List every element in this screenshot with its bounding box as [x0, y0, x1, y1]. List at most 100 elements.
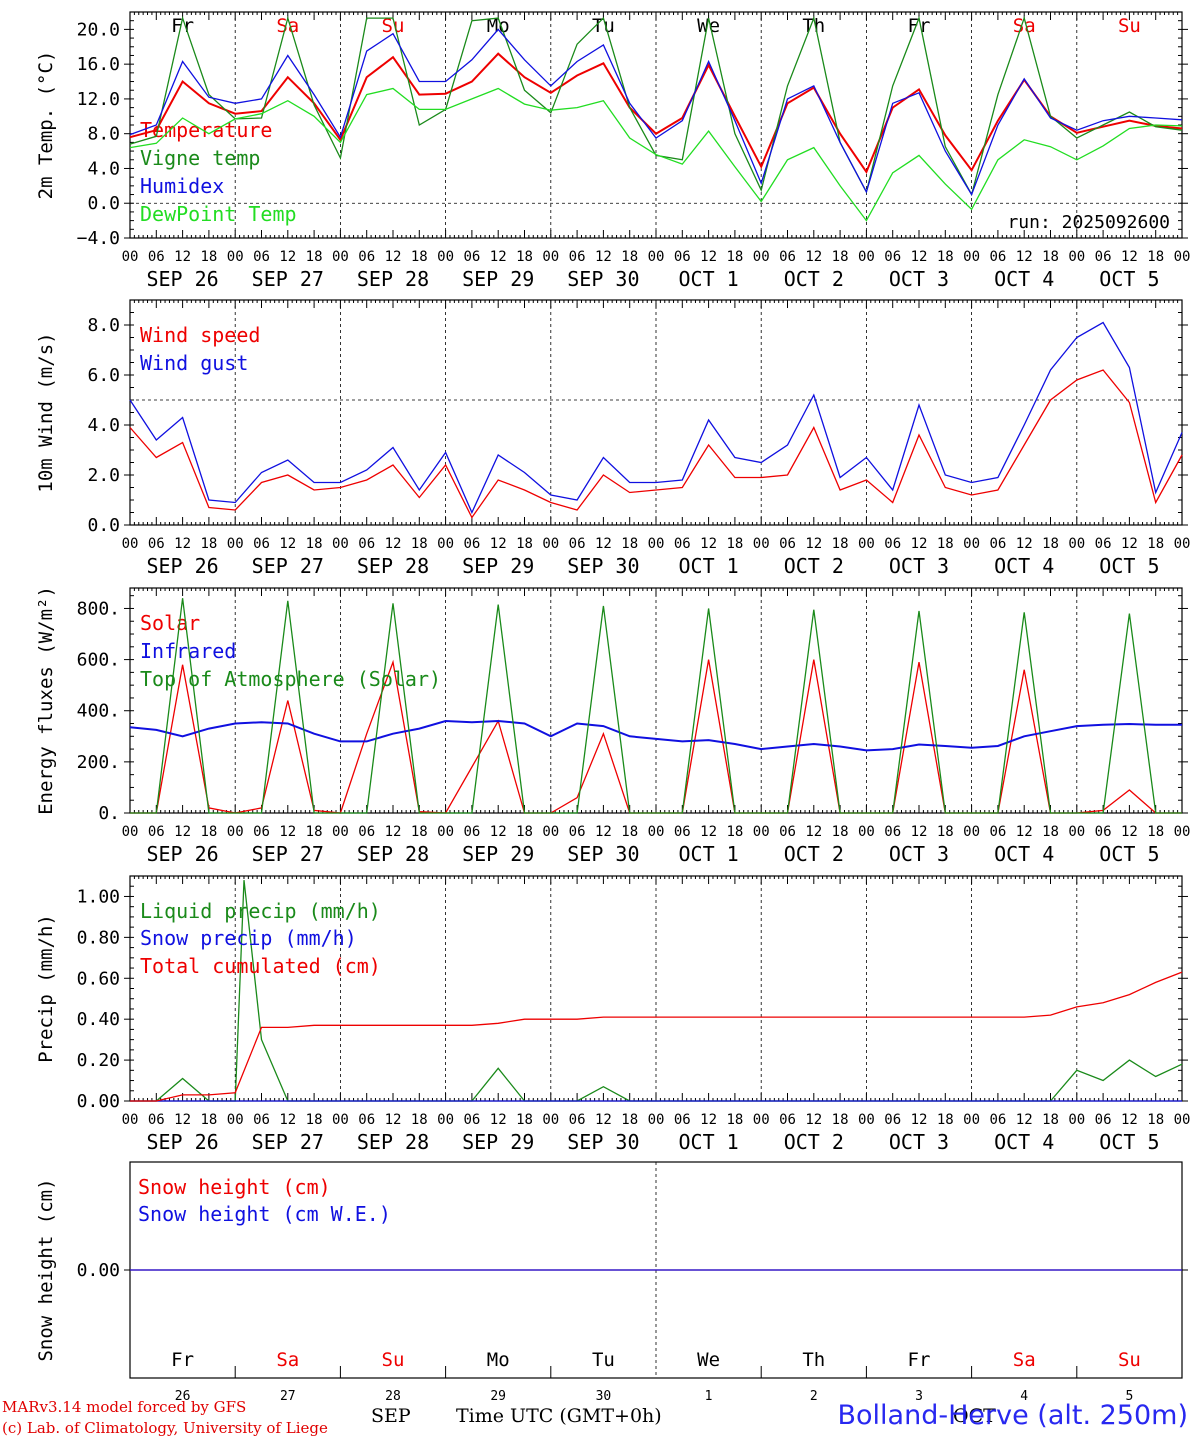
x-hour-label: 12 [279, 249, 296, 265]
x-hour-label: 18 [621, 249, 638, 265]
x-day-label: OCT 2 [784, 554, 844, 578]
x-hour-label: 12 [1016, 824, 1033, 840]
x-hour-label: 18 [832, 249, 849, 265]
x-day-label: OCT 1 [678, 842, 738, 866]
x-day-number: 5 [1125, 1389, 1133, 1404]
x-day-label: OCT 3 [889, 842, 949, 866]
legend-snow-height-cm-: Snow height (cm) [138, 1175, 331, 1199]
series-line-wind-gust [129, 321, 1183, 515]
x-hour-label: 00 [1174, 536, 1191, 552]
x-day-label: OCT 5 [1099, 1130, 1159, 1154]
x-hour-label: 00 [332, 249, 349, 265]
y-tick-label: 8.0 [87, 315, 120, 336]
x-day-label: OCT 5 [1099, 554, 1159, 578]
x-hour-label: 06 [569, 249, 586, 265]
x-day-label: SEP 28 [357, 1130, 429, 1154]
x-hour-label: 12 [700, 536, 717, 552]
x-hour-label: 12 [1121, 249, 1138, 265]
x-day-label: OCT 2 [784, 1130, 844, 1154]
x-hour-label: 12 [490, 536, 507, 552]
y-tick-label: 4.0 [87, 415, 120, 436]
x-day-label: OCT 2 [784, 267, 844, 291]
day-name-fr: Fr [908, 1349, 931, 1371]
panel-frame-2 [129, 299, 1183, 526]
x-hour-label: 00 [122, 249, 139, 265]
x-hour-label: 06 [148, 249, 165, 265]
x-day-label: OCT 1 [678, 554, 738, 578]
x-hour-label: 12 [595, 824, 612, 840]
y-tick-label: 200. [77, 752, 120, 773]
x-hour-label: 18 [306, 1112, 323, 1128]
y-tick-label: 0.0 [87, 193, 120, 214]
x-day-number: 1 [705, 1389, 713, 1404]
x-hour-label: 12 [1121, 1112, 1138, 1128]
x-hour-label: 00 [858, 536, 875, 552]
x-hour-label: 00 [648, 824, 665, 840]
day-name-tu: Tu [592, 15, 615, 37]
x-hour-label: 00 [753, 536, 770, 552]
x-hour-label: 00 [1174, 824, 1191, 840]
x-hour-label: 06 [358, 1112, 375, 1128]
day-name-su: Su [382, 1349, 405, 1371]
x-hour-label: 06 [253, 824, 270, 840]
x-day-label: SEP 29 [462, 1130, 534, 1154]
x-hour-label: 00 [437, 824, 454, 840]
station-label: Bolland-Herve (alt. 250m) [837, 1400, 1188, 1431]
x-hour-label: 06 [989, 824, 1006, 840]
run-label: run: 2025092600 [1007, 212, 1170, 233]
x-day-label: SEP 30 [567, 267, 639, 291]
x-day-label: SEP 29 [462, 267, 534, 291]
month-label-oct: OCT [953, 1405, 996, 1427]
y-tick-label: 0. [98, 803, 120, 824]
y-tick-label: 0.0 [87, 515, 120, 536]
series-line-temperature [129, 52, 1183, 174]
x-hour-label: 06 [779, 536, 796, 552]
x-hour-label: 06 [779, 249, 796, 265]
legend-snow-precip-mm-h-: Snow precip (mm/h) [140, 926, 357, 950]
x-day-label: SEP 29 [462, 554, 534, 578]
x-hour-label: 12 [174, 536, 191, 552]
y-tick-label: −4.0 [77, 228, 120, 249]
x-hour-label: 18 [1042, 824, 1059, 840]
legend-snow-height-cm-w-e-: Snow height (cm W.E.) [138, 1202, 391, 1226]
x-hour-label: 06 [569, 824, 586, 840]
x-hour-label: 18 [411, 824, 428, 840]
x-day-label: SEP 27 [252, 267, 324, 291]
x-day-label: SEP 28 [357, 554, 429, 578]
y-tick-label: 0.60 [77, 968, 120, 989]
day-name-sa: Sa [276, 15, 299, 37]
x-hour-label: 00 [753, 824, 770, 840]
model-credit: MARv3.14 model forced by GFS [2, 1398, 247, 1416]
x-hour-label: 06 [358, 536, 375, 552]
y-axis-label: 2m Temp. (°C) [35, 51, 57, 200]
x-hour-label: 00 [542, 824, 559, 840]
y-tick-label: 0.00 [77, 1091, 120, 1112]
x-hour-label: 18 [937, 824, 954, 840]
x-hour-label: 12 [911, 536, 928, 552]
x-hour-label: 12 [1016, 249, 1033, 265]
x-hour-label: 12 [490, 824, 507, 840]
x-hour-label: 12 [911, 824, 928, 840]
x-day-label: OCT 4 [994, 842, 1054, 866]
x-hour-label: 12 [700, 1112, 717, 1128]
x-hour-label: 00 [332, 824, 349, 840]
x-hour-label: 00 [437, 536, 454, 552]
x-hour-label: 00 [1174, 1112, 1191, 1128]
series-line-humidex [129, 28, 1183, 196]
x-hour-label: 06 [358, 249, 375, 265]
day-name-sa: Sa [276, 1349, 299, 1371]
x-hour-label: 12 [911, 249, 928, 265]
x-hour-label: 18 [411, 536, 428, 552]
y-axis-label: Precip (mm/h) [35, 914, 57, 1063]
x-day-number: 27 [280, 1389, 296, 1404]
x-day-number: 26 [175, 1389, 191, 1404]
x-day-label: SEP 30 [567, 1130, 639, 1154]
x-hour-label: 00 [332, 536, 349, 552]
x-hour-label: 12 [595, 249, 612, 265]
x-hour-label: 00 [542, 536, 559, 552]
x-hour-label: 18 [516, 1112, 533, 1128]
x-hour-label: 00 [753, 249, 770, 265]
x-hour-label: 06 [358, 824, 375, 840]
y-tick-label: 1.00 [77, 886, 120, 907]
